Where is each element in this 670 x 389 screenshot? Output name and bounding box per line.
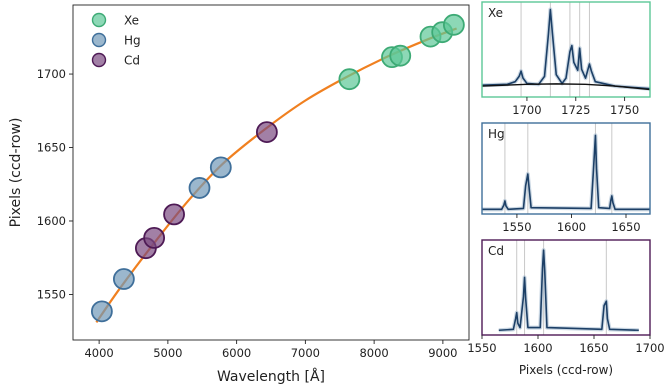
panel-frame: [481, 1, 651, 98]
legend-label-cd: Cd: [124, 54, 140, 68]
x-tick-label: 8000: [359, 346, 388, 360]
y-axis-label: Pixels (ccd-row): [8, 118, 24, 228]
panel-x-tick-label: 1550: [467, 341, 496, 355]
legend-label-hg: Hg: [124, 34, 141, 48]
spectrum-trace: [482, 134, 650, 211]
panel-x-tick-label: 1550: [502, 220, 531, 234]
x-tick-label: 6000: [222, 346, 251, 360]
data-point-xe: [442, 13, 465, 36]
xe-spectrum-panel: Xe 1700 1725 1750: [481, 1, 651, 117]
spectrum-halo: [482, 133, 650, 212]
panel-x-tick-label: 1750: [610, 103, 639, 117]
panel-label: Cd: [488, 244, 504, 258]
y-tick-label: 1600: [37, 214, 66, 228]
data-point-hg: [112, 268, 135, 290]
panel-x-tick-label: 1650: [579, 341, 608, 355]
spectrum-trace: [498, 249, 639, 332]
x-tick-label: 7000: [291, 346, 320, 360]
x-tick-label: 9000: [428, 346, 457, 360]
baseline-fit: [481, 83, 651, 91]
legend-marker-hg: [91, 32, 107, 48]
cd-spectrum-panel: Cd 1550 1600 1650 1700 Pixels (ccd-row): [467, 239, 665, 377]
panel-x-tick-label: 1600: [523, 341, 552, 355]
panel-x-axis-label: Pixels (ccd-row): [519, 363, 613, 377]
legend-label-xe: Xe: [124, 14, 139, 28]
data-point-hg: [209, 156, 232, 179]
x-axis-label: Wavelength [Å]: [217, 368, 325, 385]
panel-x-tick-label: 1700: [512, 103, 541, 117]
panel-label: Xe: [488, 6, 503, 20]
data-point-cd: [255, 121, 278, 143]
main-plot-frame: [72, 4, 470, 341]
x-tick-label: 5000: [153, 346, 182, 360]
panel-frame: [481, 122, 651, 215]
main-scatter-plot: 4000 5000 6000 7000 8000 9000 1550 1600 1650 1700…: [8, 4, 470, 385]
data-point-hg: [90, 300, 113, 323]
panel-x-tick-label: 1650: [611, 220, 640, 234]
y-tick-label: 1650: [37, 141, 66, 155]
data-point-xe: [389, 44, 412, 67]
legend-marker-xe: [91, 12, 107, 28]
data-point-cd: [163, 203, 185, 226]
y-tick-label: 1700: [37, 67, 66, 81]
legend-marker-cd: [91, 52, 107, 68]
panel-frame: [481, 239, 651, 336]
y-tick-label: 1550: [37, 287, 66, 301]
spectrum-halo: [498, 248, 639, 333]
hg-spectrum-panel: Hg 1550 1600 1650: [481, 122, 651, 234]
data-point-xe: [338, 68, 361, 91]
fit-line: [95, 27, 458, 323]
panel-label: Hg: [488, 127, 505, 141]
data-point-cd: [143, 226, 166, 249]
x-tick-label: 4000: [84, 346, 113, 360]
panel-x-tick-label: 1725: [561, 103, 590, 117]
panel-x-tick-label: 1600: [557, 220, 586, 234]
data-point-hg: [188, 177, 211, 199]
spectrum-trace: [481, 8, 651, 90]
panel-x-tick-label: 1700: [635, 341, 664, 355]
